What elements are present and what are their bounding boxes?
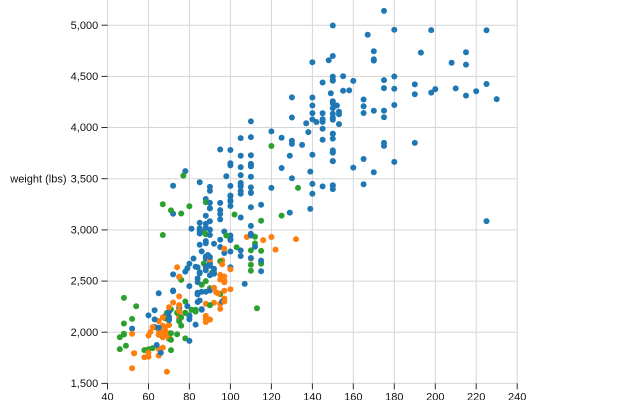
svg-text:2,000: 2,000 — [71, 327, 99, 339]
svg-text:3,000: 3,000 — [71, 225, 99, 237]
svg-text:60: 60 — [142, 391, 154, 400]
svg-text:120: 120 — [262, 391, 280, 400]
svg-text:4,000: 4,000 — [71, 122, 99, 134]
svg-text:220: 220 — [467, 391, 485, 400]
svg-text:1,500: 1,500 — [71, 378, 99, 390]
svg-text:4,500: 4,500 — [71, 71, 99, 83]
svg-text:80: 80 — [183, 391, 195, 400]
svg-text:weight (lbs): weight (lbs) — [9, 174, 66, 186]
svg-text:140: 140 — [303, 391, 321, 400]
svg-text:240: 240 — [508, 391, 526, 400]
svg-text:5,000: 5,000 — [71, 20, 99, 32]
svg-text:40: 40 — [101, 391, 113, 400]
svg-text:3,500: 3,500 — [71, 173, 99, 185]
svg-text:200: 200 — [426, 391, 444, 400]
svg-text:160: 160 — [344, 391, 362, 400]
svg-text:100: 100 — [221, 391, 239, 400]
svg-text:2,500: 2,500 — [71, 276, 99, 288]
svg-text:180: 180 — [385, 391, 403, 400]
